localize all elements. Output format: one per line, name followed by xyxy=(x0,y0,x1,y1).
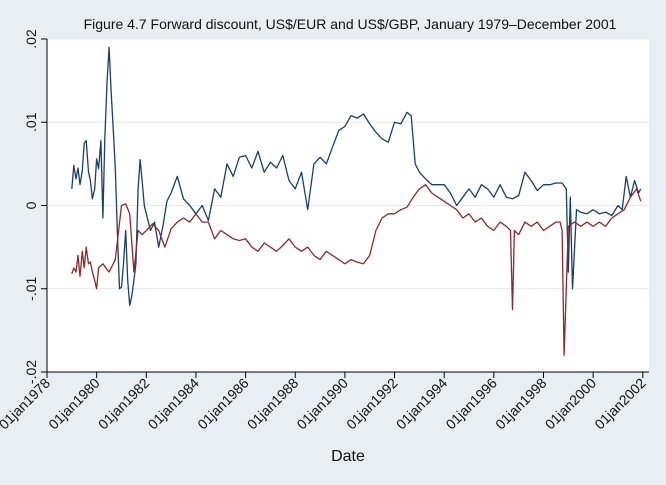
x-axis-title: Date xyxy=(331,448,365,465)
y-tick-label-0: -.02 xyxy=(23,360,39,384)
y-tick-label-3: .01 xyxy=(23,112,39,132)
y-tick-label-1: -.01 xyxy=(23,276,39,300)
y-tick-label-2: 0 xyxy=(23,201,39,209)
y-tick-label-4: .02 xyxy=(23,29,39,49)
series-line-0 xyxy=(71,46,642,307)
series-lines xyxy=(71,46,642,356)
chart-title: Figure 4.7 Forward discount, US$/EUR and… xyxy=(84,16,617,32)
series-line-1 xyxy=(71,184,642,356)
